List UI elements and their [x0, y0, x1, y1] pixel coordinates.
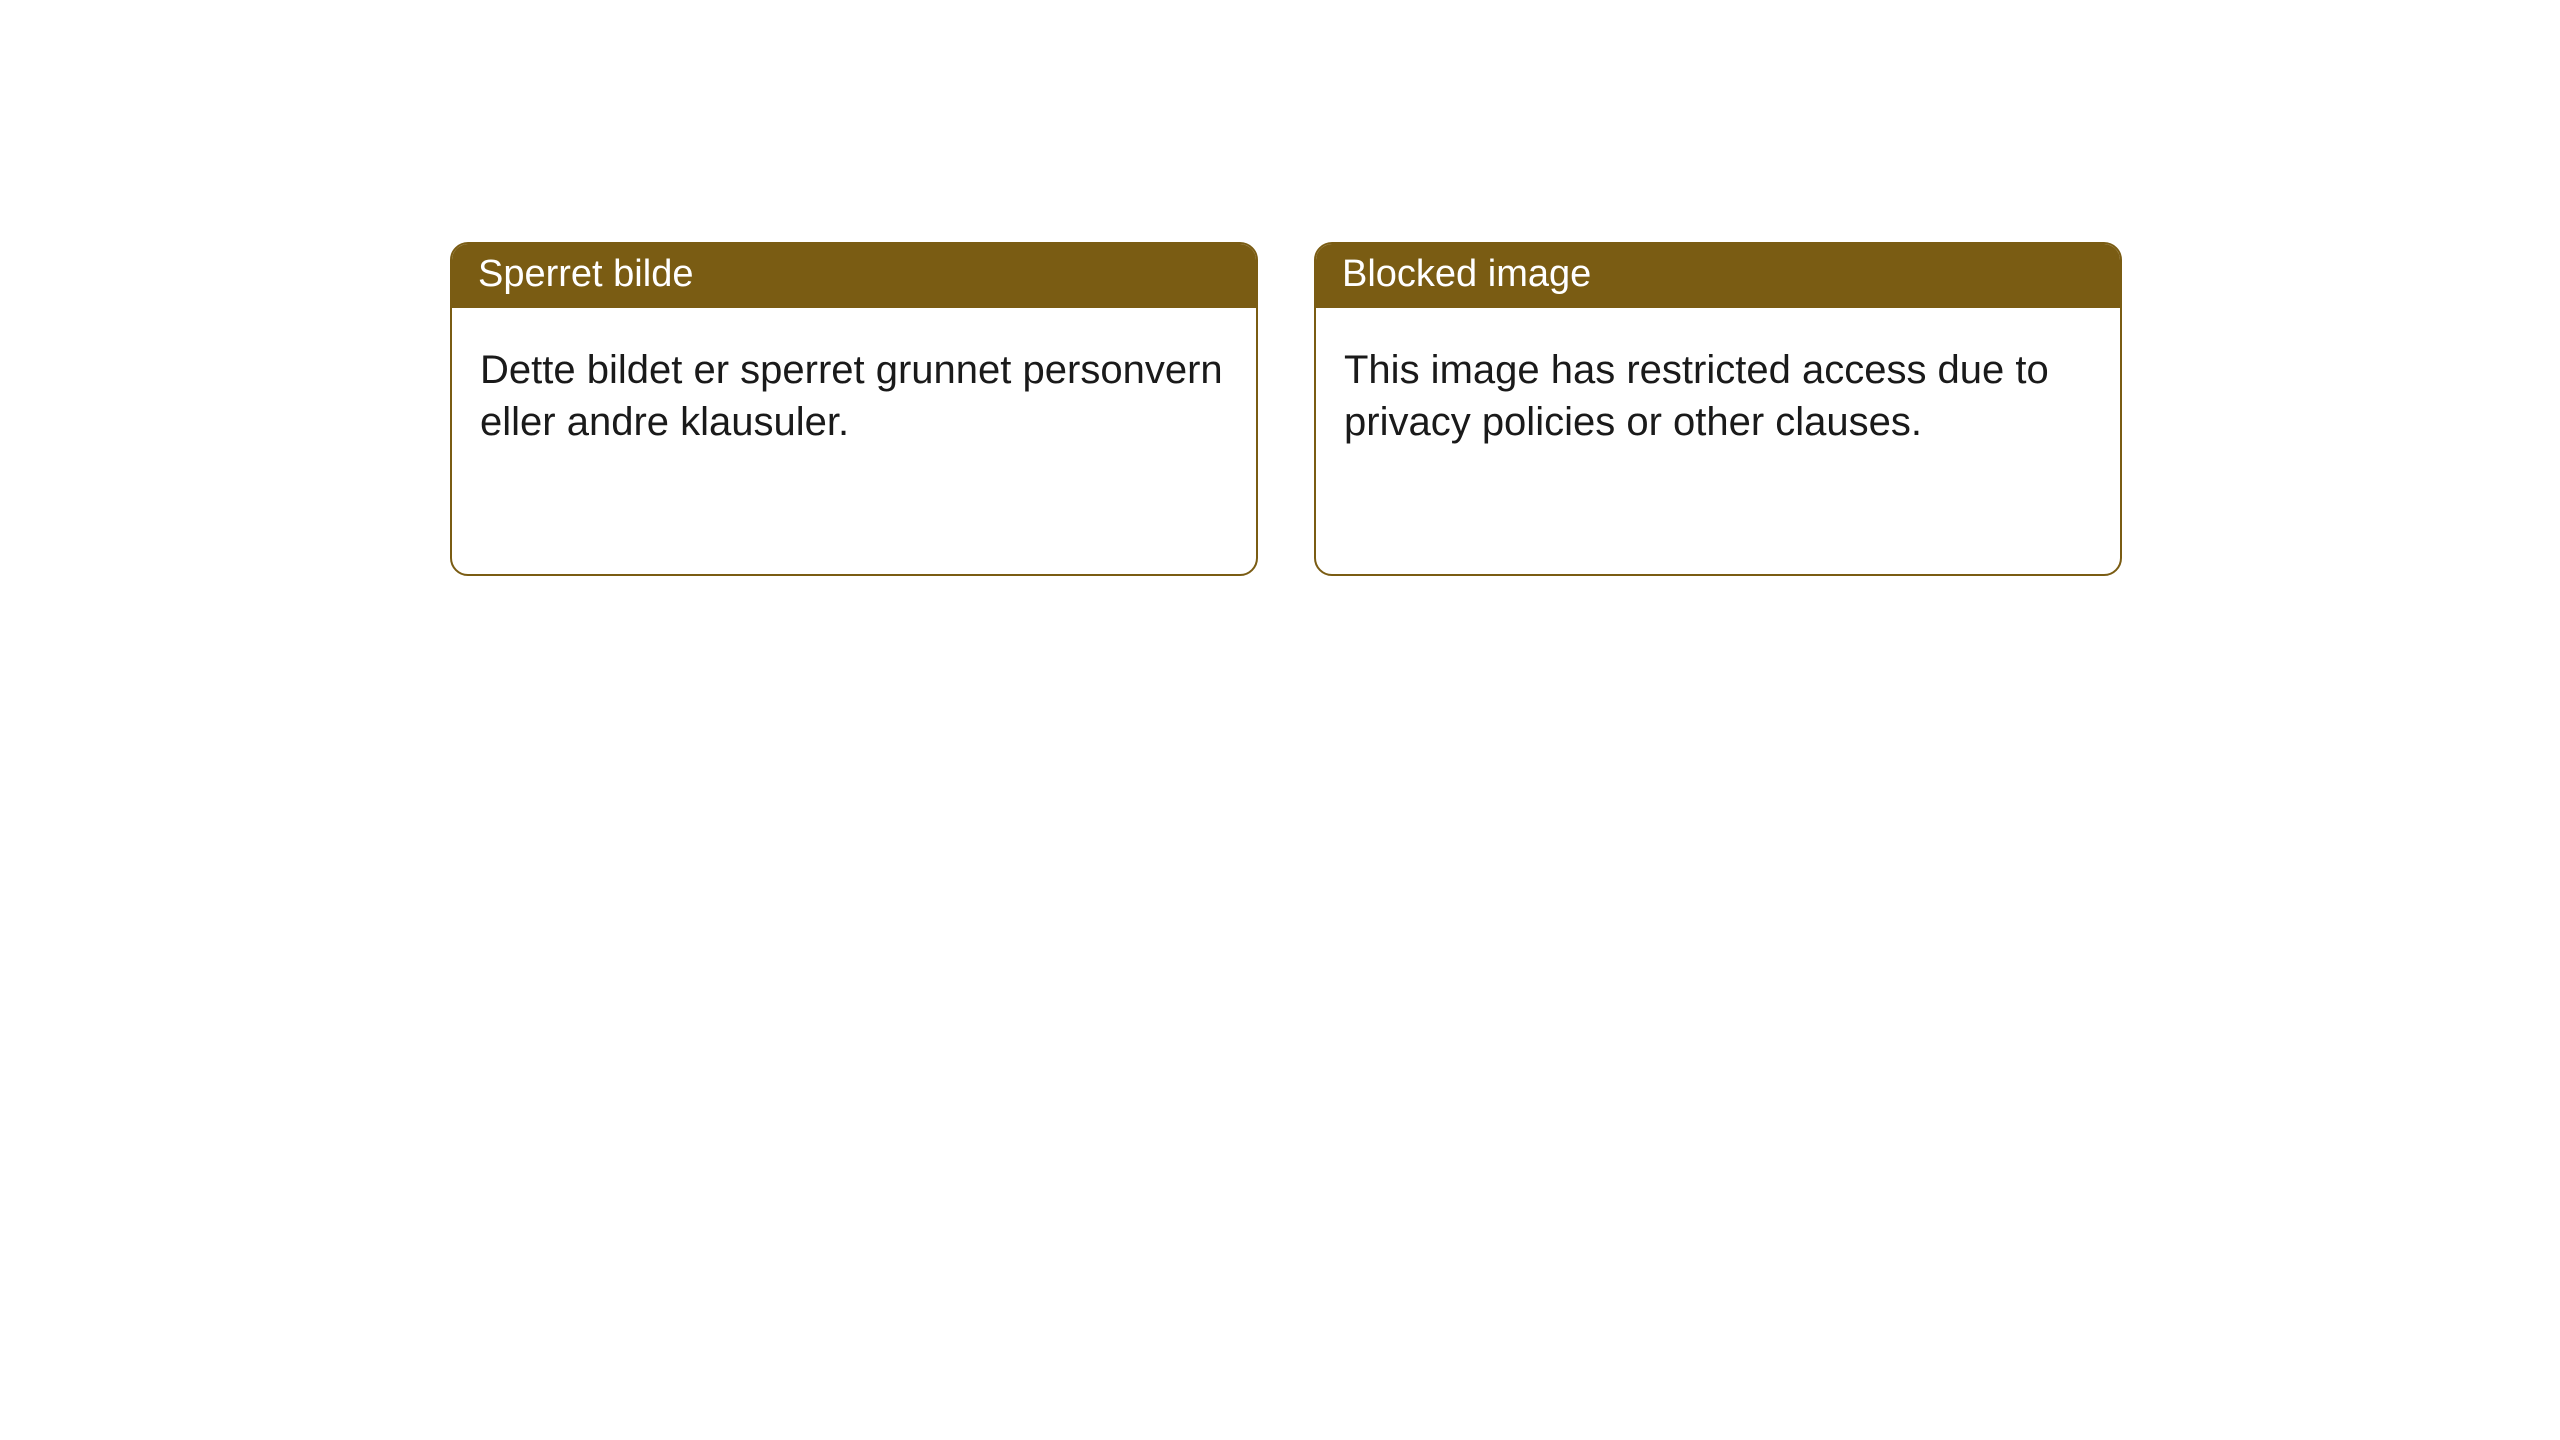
- notice-card-norwegian: Sperret bilde Dette bildet er sperret gr…: [450, 242, 1258, 576]
- notice-header: Blocked image: [1316, 244, 2120, 308]
- notice-header: Sperret bilde: [452, 244, 1256, 308]
- notice-card-english: Blocked image This image has restricted …: [1314, 242, 2122, 576]
- notice-body: Dette bildet er sperret grunnet personve…: [452, 308, 1256, 484]
- notice-body: This image has restricted access due to …: [1316, 308, 2120, 484]
- notice-container: Sperret bilde Dette bildet er sperret gr…: [0, 0, 2560, 576]
